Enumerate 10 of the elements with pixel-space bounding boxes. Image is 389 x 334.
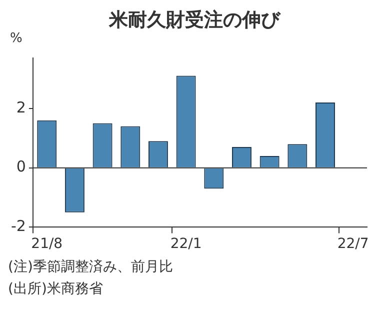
x-tick-label: 22/1 [170, 236, 202, 252]
chart-title: 米耐久財受注の伸び [108, 8, 282, 32]
y-axis-title: % [10, 31, 24, 46]
x-tick-label: 22/7 [337, 236, 369, 252]
text: (注)季節調整済み、前月比 [8, 258, 174, 277]
y-tick-label: 0 [16, 158, 26, 176]
y-tick-label: -2 [10, 217, 26, 236]
text: (出所)米商務省 [8, 280, 104, 299]
y-tick-label: 2 [16, 98, 26, 116]
x-tick-label: 21/8 [31, 236, 63, 252]
